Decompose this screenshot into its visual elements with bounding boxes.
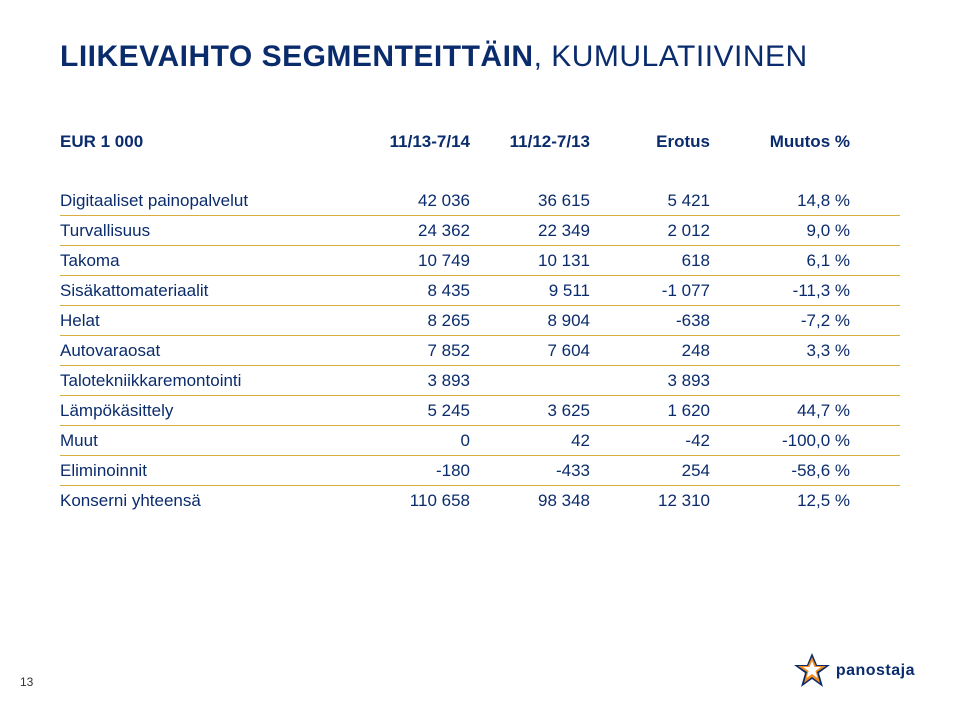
row-cell: 98 348 [470, 491, 590, 511]
row-cell: 36 615 [470, 191, 590, 211]
row-label: Turvallisuus [60, 221, 350, 241]
table-row: Autovaraosat7 8527 6042483,3 % [60, 336, 900, 366]
row-label: Lämpökäsittely [60, 401, 350, 421]
page-title: LIIKEVAIHTO SEGMENTEITTÄIN, KUMULATIIVIN… [60, 40, 900, 74]
row-cell: -1 077 [590, 281, 710, 301]
row-cell-pct: -100,0 % [710, 431, 850, 451]
row-cell: 24 362 [350, 221, 470, 241]
table-row: Digitaaliset painopalvelut42 03636 6155 … [60, 186, 900, 216]
table-row: Konserni yhteensä110 65898 34812 31012,5… [60, 486, 900, 515]
row-cell: 248 [590, 341, 710, 361]
logo-star-icon [792, 651, 832, 691]
row-cell-pct: 3,3 % [710, 341, 850, 361]
row-label: Autovaraosat [60, 341, 350, 361]
row-cell: 110 658 [350, 491, 470, 511]
col-header-4: Muutos % [710, 132, 850, 152]
table-body: Digitaaliset painopalvelut42 03636 6155 … [60, 186, 900, 515]
table-row: Lämpökäsittely5 2453 6251 62044,7 % [60, 396, 900, 426]
slide-page: LIIKEVAIHTO SEGMENTEITTÄIN, KUMULATIIVIN… [0, 0, 960, 709]
row-cell: 12 310 [590, 491, 710, 511]
row-cell: 254 [590, 461, 710, 481]
row-cell: 5 421 [590, 191, 710, 211]
row-cell: 22 349 [470, 221, 590, 241]
row-cell: 1 620 [590, 401, 710, 421]
logo: panostaja [792, 651, 915, 691]
table-row: Takoma10 74910 1316186,1 % [60, 246, 900, 276]
row-cell: 10 131 [470, 251, 590, 271]
page-number: 13 [20, 675, 33, 689]
table-header-row: EUR 1 000 11/13-7/14 11/12-7/13 Erotus M… [60, 132, 900, 152]
row-cell: 9 511 [470, 281, 590, 301]
row-cell: 3 893 [590, 371, 710, 391]
row-label: Talotekniikkaremontointi [60, 371, 350, 391]
row-cell: 618 [590, 251, 710, 271]
row-cell: 10 749 [350, 251, 470, 271]
row-cell: 42 036 [350, 191, 470, 211]
table-row: Turvallisuus24 36222 3492 0129,0 % [60, 216, 900, 246]
row-cell: 7 852 [350, 341, 470, 361]
logo-text: panostaja [836, 662, 915, 680]
row-cell-pct: 14,8 % [710, 191, 850, 211]
title-light: , KUMULATIIVINEN [534, 40, 808, 73]
col-header-label: EUR 1 000 [60, 132, 350, 152]
row-cell: 2 012 [590, 221, 710, 241]
row-cell-pct: 9,0 % [710, 221, 850, 241]
row-label: Digitaaliset painopalvelut [60, 191, 350, 211]
row-cell: -433 [470, 461, 590, 481]
row-cell-pct: -11,3 % [710, 281, 850, 301]
table-row: Helat8 2658 904-638-7,2 % [60, 306, 900, 336]
row-cell: 8 265 [350, 311, 470, 331]
row-label: Sisäkattomateriaalit [60, 281, 350, 301]
row-cell: -638 [590, 311, 710, 331]
row-cell: 3 625 [470, 401, 590, 421]
row-cell: -180 [350, 461, 470, 481]
row-cell: 7 604 [470, 341, 590, 361]
row-cell-pct: 12,5 % [710, 491, 850, 511]
row-cell-pct: 44,7 % [710, 401, 850, 421]
row-label: Muut [60, 431, 350, 451]
table-row: Sisäkattomateriaalit8 4359 511-1 077-11,… [60, 276, 900, 306]
row-cell: 0 [350, 431, 470, 451]
row-cell-pct: 6,1 % [710, 251, 850, 271]
row-label: Konserni yhteensä [60, 491, 350, 511]
table-row: Eliminoinnit-180-433254-58,6 % [60, 456, 900, 486]
row-cell-pct: -58,6 % [710, 461, 850, 481]
col-header-2: 11/12-7/13 [470, 132, 590, 152]
row-label: Takoma [60, 251, 350, 271]
row-cell: 3 893 [350, 371, 470, 391]
row-label: Eliminoinnit [60, 461, 350, 481]
row-cell: 5 245 [350, 401, 470, 421]
col-header-3: Erotus [590, 132, 710, 152]
row-label: Helat [60, 311, 350, 331]
table-row: Muut042-42-100,0 % [60, 426, 900, 456]
row-cell-pct: -7,2 % [710, 311, 850, 331]
col-header-1: 11/13-7/14 [350, 132, 470, 152]
row-cell: 8 435 [350, 281, 470, 301]
row-cell: -42 [590, 431, 710, 451]
row-cell: 42 [470, 431, 590, 451]
row-cell: 8 904 [470, 311, 590, 331]
title-accent: LIIKEVAIHTO SEGMENTEITTÄIN [60, 40, 534, 73]
table-row: Talotekniikkaremontointi3 8933 893 [60, 366, 900, 396]
